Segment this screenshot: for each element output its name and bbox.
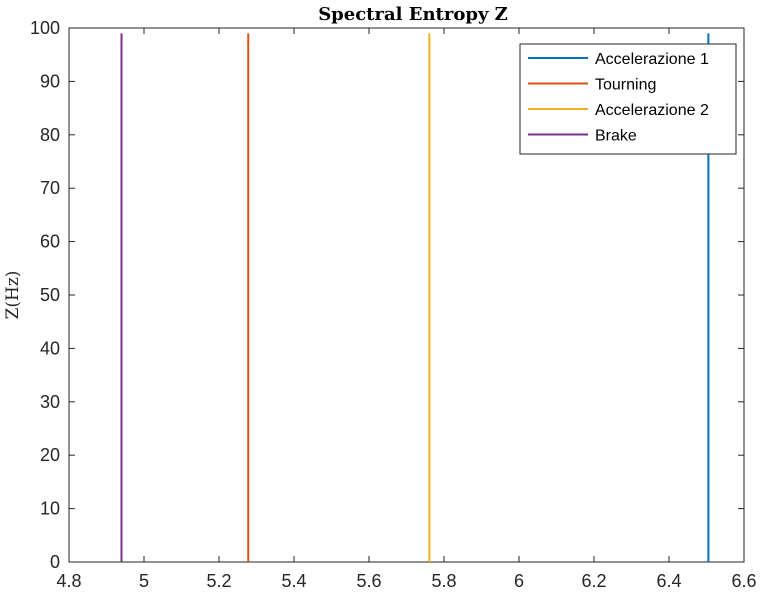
y-tick-label: 60 — [40, 232, 60, 252]
x-tick-label: 6 — [514, 571, 524, 591]
x-tick-label: 5.4 — [281, 571, 306, 591]
y-tick-label: 70 — [40, 178, 60, 198]
y-tick-label: 0 — [50, 552, 60, 572]
x-tick-label: 6.4 — [656, 571, 681, 591]
x-tick-label: 5.6 — [356, 571, 381, 591]
x-tick-label: 6.6 — [731, 571, 756, 591]
y-tick-label: 30 — [40, 392, 60, 412]
y-tick-label: 80 — [40, 125, 60, 145]
y-tick-label: 50 — [40, 285, 60, 305]
y-tick-label: 100 — [30, 18, 60, 38]
legend-label-1: Accelerazione 1 — [595, 51, 709, 68]
y-tick-label: 90 — [40, 71, 60, 91]
legend-label-3: Accelerazione 2 — [595, 102, 709, 119]
y-tick-label: 20 — [40, 445, 60, 465]
y-tick-label: 10 — [40, 499, 60, 519]
x-tick-label: 5 — [139, 571, 149, 591]
y-axis-label: Z(Hz) — [3, 271, 23, 320]
legend-label-2: Tourning — [595, 77, 656, 94]
legend: Accelerazione 1 Tourning Accelerazione 2 Br… — [519, 43, 737, 155]
legend-box — [519, 43, 737, 155]
legend-label-4: Brake — [595, 128, 637, 145]
y-tick-label: 40 — [40, 338, 60, 358]
x-tick-label: 6.2 — [581, 571, 606, 591]
chart-title: Spectral Entropy Z — [318, 4, 508, 25]
x-tick-label: 4.8 — [56, 571, 81, 591]
plot-area: 4.8 5 5.2 5.4 5.6 5.8 6 6.2 6.4 6.6 0 10 20 30 40 50 60 7… — [30, 18, 757, 591]
x-tick-label: 5.2 — [206, 571, 231, 591]
x-tick-label: 5.8 — [431, 571, 456, 591]
